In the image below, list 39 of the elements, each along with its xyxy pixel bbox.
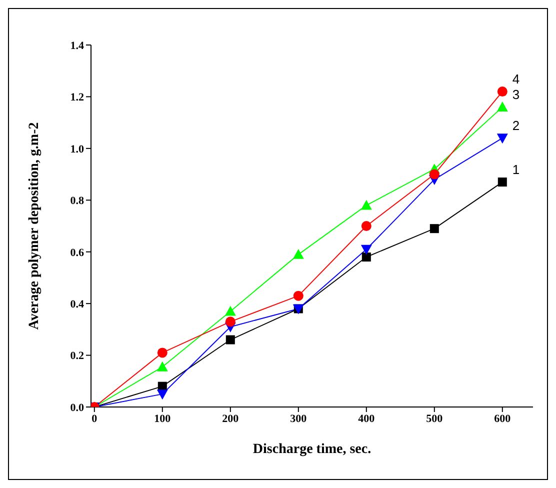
point	[360, 244, 372, 255]
x-tick-label: 100	[154, 412, 172, 425]
x-axis-title: Discharge time, sec.	[252, 442, 372, 457]
point	[496, 134, 508, 144]
point	[497, 86, 508, 97]
point	[157, 348, 168, 358]
point	[498, 178, 507, 187]
series-label: 4	[512, 72, 520, 87]
x-tick-label: 400	[358, 412, 376, 425]
point	[156, 390, 168, 400]
x-tick-label: 600	[494, 412, 512, 425]
y-tick-label: 1.4	[70, 40, 84, 52]
point	[360, 200, 372, 210]
point	[430, 224, 439, 234]
point	[293, 290, 304, 301]
point	[429, 169, 440, 180]
y-tick-label: 0.2	[70, 350, 84, 362]
series-label: 3	[512, 87, 520, 102]
point	[224, 306, 236, 316]
point	[156, 361, 168, 372]
y-tick-label: 1.2	[70, 92, 84, 104]
point	[292, 248, 304, 259]
y-tick-label: 1.0	[70, 143, 84, 156]
x-tick-label: 0	[92, 412, 98, 425]
y-tick-label: 0.8	[70, 195, 84, 208]
x-tick-label: 500	[426, 412, 444, 425]
point	[496, 102, 508, 112]
point	[362, 252, 371, 262]
y-tick-label: 0.0	[70, 402, 84, 414]
point	[226, 335, 235, 344]
x-tick-label: 200	[222, 412, 240, 425]
point	[225, 316, 236, 327]
point	[361, 221, 372, 231]
series-label: 2	[512, 118, 520, 134]
y-tick-label: 0.6	[70, 246, 84, 259]
y-axis-title: Average polymer deposition, g.m-2	[26, 122, 42, 330]
x-tick-label: 300	[290, 412, 308, 425]
series-label: 1	[512, 162, 520, 178]
y-tick-label: 0.4	[70, 298, 84, 310]
